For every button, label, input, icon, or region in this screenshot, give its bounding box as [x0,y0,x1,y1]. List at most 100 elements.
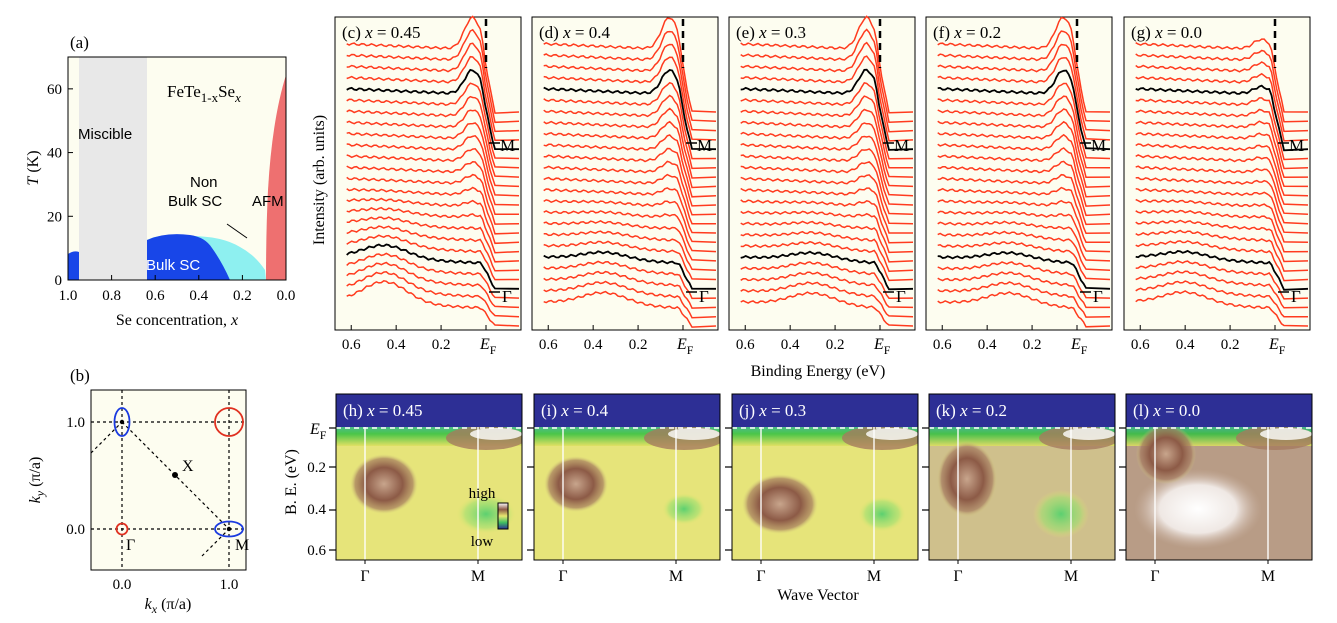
edc-curve [937,173,1111,226]
edc-curve [937,199,1111,244]
label-afm: AFM [252,193,284,210]
edc-curve [1135,209,1309,253]
edc-curve-highlight [740,250,914,291]
edc-curve [346,109,520,178]
edc-panel-4: (g) x = 0.0 M Γ 0.6 0.4 0.2 EF [1123,16,1311,357]
edc-xtick-label: 0.4 [781,337,800,353]
map-panel-1: (i) x = 0.4 Γ M [527,393,721,585]
edc-curve [740,55,914,142]
edc-label-gamma: Γ [502,287,512,306]
edc-curve [937,43,1111,132]
edc-curve [740,122,914,188]
panel-b-xlabel: kx (π/a) [145,596,192,616]
label-bulk-sc: Bulk SC [146,257,200,274]
edc-curve-highlight [346,68,520,151]
edc-curve [937,271,1110,309]
map-green-region [858,496,906,532]
map-ytick-label: 0.6 [307,543,326,559]
edc-curve [543,240,717,281]
edc-curve [346,271,520,318]
map-panel-4: (l) x = 0.0 Γ M [1119,393,1313,585]
svg-text:0.0: 0.0 [66,522,85,538]
edc-xtick-label: 0.2 [826,337,845,353]
a-ytick-label-1: 20 [47,209,62,225]
a-xtick-label-2: 0.6 [146,288,165,304]
panel-a-ylabel: T (K) [25,150,42,185]
edc-curve [1135,165,1309,216]
edc-curve [1135,120,1309,179]
map-xlabel: Wave Vector [777,587,859,604]
edc-curve [740,15,914,114]
edc-label-m: M [697,136,712,155]
colorbar-low: low [471,534,494,550]
edc-curve [543,134,717,198]
edc-curve [937,186,1111,235]
edc-curve [740,82,914,160]
edc-panel-label: (f) x = 0.2 [933,23,1001,42]
map-xtick-m: M [1064,568,1078,585]
edc-curve [1135,270,1309,309]
label-m: M [235,537,249,554]
map-ytick-label: 0.2 [307,460,326,476]
edc-curve [937,281,1111,318]
edc-curve [740,220,914,263]
map-xtick-gamma: Γ [1150,568,1159,585]
region-bulk-sc-left [68,251,79,280]
edc-curve [1135,154,1309,206]
map-xtick-gamma: Γ [756,568,765,585]
edc-xtick-label: 0.4 [387,337,406,353]
map-green-region [1033,490,1089,538]
edc-curve [740,28,914,124]
edc-frame [728,16,916,331]
edc-curve [346,216,520,263]
map-xtick-gamma: Γ [953,568,962,585]
edc-curve [543,187,717,234]
map-panel-2: (j) x = 0.3 Γ M [725,393,919,585]
edc-curve [740,135,914,197]
edc-curve [1135,72,1309,142]
map-hole-band [742,474,818,534]
edc-panel-3: (f) x = 0.2 M Γ 0.6 0.4 0.2 EF [925,16,1113,357]
gamma-pocket [115,522,129,536]
colorbar [497,502,509,530]
edc-curve [543,81,717,160]
edc-panel-label: (e) x = 0.3 [736,23,806,42]
edc-curve [1135,260,1309,300]
edc-curve [740,240,914,282]
a-ytick-label-2: 40 [47,146,62,162]
edc-curve [543,210,717,253]
edc-curve [346,95,520,169]
edc-panel-1: (d) x = 0.4 M Γ 0.6 0.4 0.2 EF [531,16,719,357]
edc-curve [937,108,1111,179]
edc-curve [543,43,717,132]
formula: FeTe1-xSex [167,82,241,105]
edc-label-gamma: Γ [699,287,709,306]
edc-label-gamma: Γ [1291,287,1301,306]
a-ytick-label-3: 60 [47,82,62,98]
edc-curve [543,107,717,179]
edc-curve [1135,187,1309,234]
edc-curve [937,147,1111,207]
edc-curve [1135,97,1309,161]
label-non-bulk-sc: Bulk SC [168,193,222,210]
edc-xtick-label: 0.4 [1176,337,1195,353]
edc-curve [740,281,914,318]
edc-curve [1135,290,1309,327]
edc-xtick-label: 0.6 [736,337,755,353]
edc-curve [1135,229,1309,272]
edc-curve-highlight [937,69,1111,151]
label-gamma: Γ [126,537,135,554]
map-panel-label: (l) x = 0.0 [1133,401,1200,420]
edc-curve [937,82,1111,160]
edc-curve [740,261,914,299]
edc-curve [346,148,520,206]
edc-curve-highlight [1135,84,1309,152]
panel-a: (a) Miscible Non Bulk SC Bulk SC AFM FeT… [25,33,295,329]
map-hole-band [937,441,997,517]
edc-curve [346,186,520,235]
edc-label-gamma: Γ [896,287,906,306]
edc-curve [346,197,520,245]
edc-curve [1135,61,1309,133]
edc-curve [1135,240,1309,282]
